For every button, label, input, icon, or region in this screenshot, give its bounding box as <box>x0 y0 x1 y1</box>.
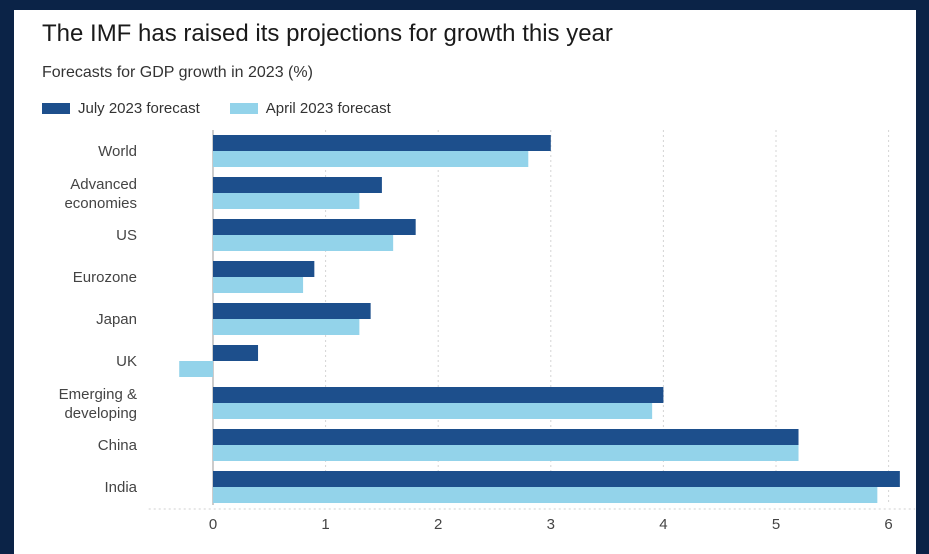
x-tick-label: 6 <box>884 516 892 533</box>
category-label: UK <box>116 353 137 370</box>
legend-swatch-july <box>42 103 70 114</box>
category-label: Eurozone <box>73 269 137 286</box>
bar-july <box>213 345 259 361</box>
category-label: World <box>98 143 137 160</box>
legend-item-july: July 2023 forecast <box>42 100 200 117</box>
bar-july <box>213 135 551 151</box>
chart-title: The IMF has raised its projections for g… <box>42 20 613 47</box>
bar-april <box>213 319 360 335</box>
x-tick-label: 4 <box>659 516 667 533</box>
bar-april <box>213 151 529 167</box>
bar-july <box>213 471 900 487</box>
bar-april <box>213 235 394 251</box>
bar-july <box>213 387 664 403</box>
chart-subtitle: Forecasts for GDP growth in 2023 (%) <box>42 64 313 81</box>
legend-label-july: July 2023 forecast <box>78 100 200 117</box>
bar-april <box>213 193 360 209</box>
bar-april <box>213 403 653 419</box>
legend: July 2023 forecast April 2023 forecast <box>42 100 421 117</box>
x-tick-label: 2 <box>434 516 442 533</box>
bar-april <box>213 445 799 461</box>
bar-july <box>213 429 799 445</box>
bar-july <box>213 303 371 319</box>
bar-april <box>213 487 878 503</box>
bar-chart-plot: 0 1 2 3 4 5 6 World Advanced economies US Eurozone J… <box>59 130 916 533</box>
category-label: China <box>98 437 138 454</box>
category-label: developing <box>64 405 137 422</box>
category-label: Advanced <box>70 176 137 193</box>
x-tick-label: 5 <box>772 516 780 533</box>
bar-april <box>179 361 213 377</box>
x-tick-label: 3 <box>547 516 555 533</box>
category-label: Japan <box>96 311 137 328</box>
category-label: US <box>116 227 137 244</box>
category-label: Emerging & <box>59 386 137 403</box>
chart-card: The IMF has raised its projections for g… <box>14 10 916 554</box>
x-tick-label: 0 <box>209 516 217 533</box>
legend-swatch-april <box>229 103 258 114</box>
bar-july <box>213 261 315 277</box>
bar-july <box>213 219 416 235</box>
category-label: economies <box>64 195 137 212</box>
legend-item-april: April 2023 forecast <box>229 100 391 117</box>
bar-april <box>213 277 304 293</box>
bar-july <box>213 177 382 193</box>
category-label: India <box>104 479 137 496</box>
legend-label-april: April 2023 forecast <box>265 100 391 117</box>
x-tick-label: 1 <box>321 516 329 533</box>
